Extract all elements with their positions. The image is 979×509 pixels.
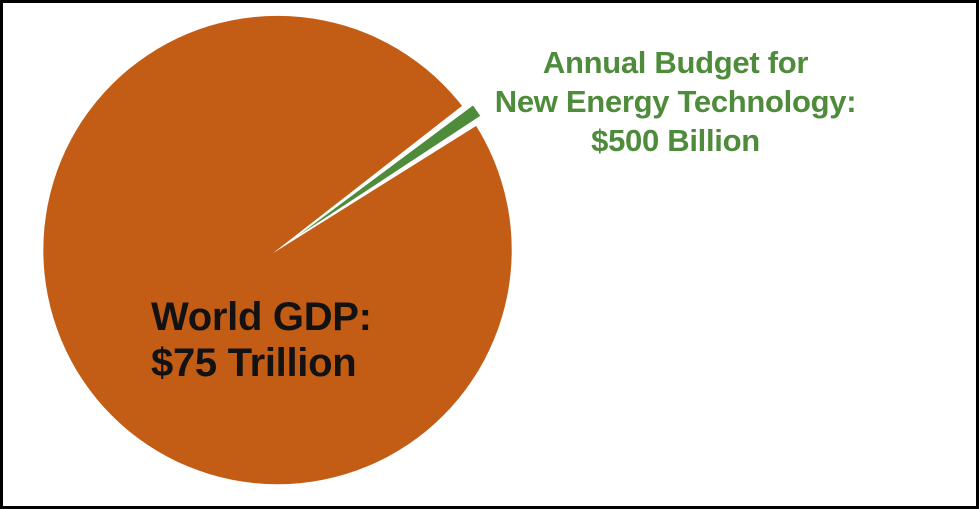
energy-budget-label-line1: Annual Budget for [542, 45, 809, 80]
world-gdp-label-line2: $75 Trillion [151, 341, 357, 385]
pie-chart [43, 15, 512, 485]
world-gdp-label: World GDP: $75 Trillion [151, 294, 451, 386]
energy-budget-label: Annual Budget for New Energy Technology:… [443, 43, 908, 160]
energy-budget-label-line3: $500 Billion [591, 123, 760, 158]
world-gdp-label-line1: World GDP: [151, 295, 372, 339]
energy-budget-slice [298, 105, 481, 236]
energy-budget-label-line2: New Energy Technology: [494, 84, 857, 119]
